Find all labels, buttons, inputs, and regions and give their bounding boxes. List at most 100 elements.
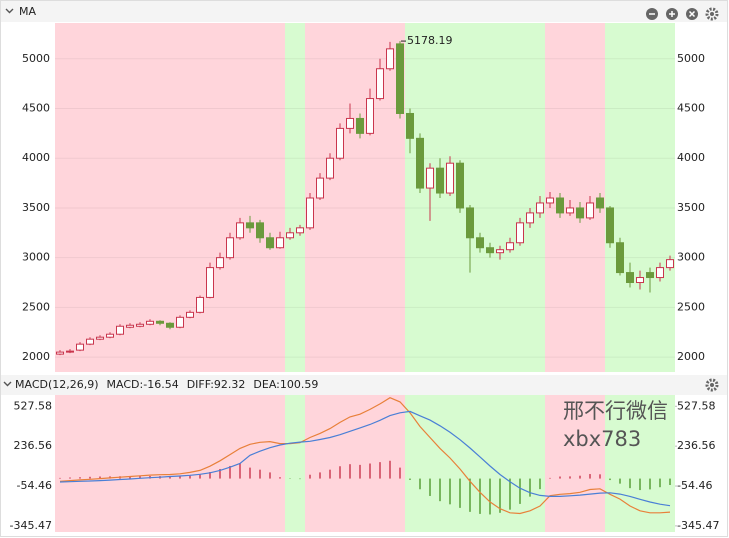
regime-band [575, 395, 585, 532]
regime-band [105, 395, 115, 532]
regime-band [605, 395, 615, 532]
y-tick-label: -345.47 [677, 519, 719, 532]
regime-band [645, 23, 655, 372]
regime-band [55, 23, 65, 372]
regime-band [525, 395, 535, 532]
candle-body [66, 350, 74, 353]
regime-band [555, 395, 565, 532]
candle-body [376, 68, 384, 100]
regime-band [135, 23, 145, 372]
regime-band [215, 23, 225, 372]
regime-band [505, 395, 515, 532]
regime-band [395, 23, 405, 372]
candle-body [346, 117, 354, 129]
regime-band [455, 395, 465, 532]
candle-body [506, 242, 514, 251]
regime-band [645, 395, 655, 532]
candle-body [416, 137, 424, 189]
candle-body [136, 323, 144, 327]
candle-body [306, 197, 314, 229]
regime-band [335, 395, 345, 532]
legend-entry: DEA:100.59 [253, 378, 318, 391]
candle-body [266, 237, 274, 249]
regime-band [365, 23, 375, 372]
regime-band [275, 395, 285, 532]
candle-body [456, 162, 464, 209]
regime-band [95, 395, 105, 532]
candle-body [276, 237, 284, 249]
macd-header [1, 375, 727, 395]
regime-band [495, 23, 505, 372]
regime-band [285, 23, 295, 372]
regime-band [185, 395, 195, 532]
regime-band [175, 23, 185, 372]
regime-band [85, 23, 95, 372]
regime-band [535, 395, 545, 532]
regime-band [595, 395, 605, 532]
panel-title: MACD(12,26,9) [15, 378, 99, 391]
regime-band [265, 395, 275, 532]
candle-body [326, 157, 334, 179]
regime-band [225, 395, 235, 532]
settings-button[interactable] [705, 378, 719, 392]
candle-body [516, 222, 524, 244]
regime-band [515, 395, 525, 532]
regime-band [245, 23, 255, 372]
candle-body [646, 272, 654, 279]
regime-band [65, 23, 75, 372]
candle-body [556, 197, 564, 214]
regime-band [305, 395, 315, 532]
candle-body [56, 351, 64, 355]
regime-band [295, 395, 305, 532]
candle-body [356, 117, 364, 134]
candle-body [286, 232, 294, 239]
regime-band [655, 395, 665, 532]
candle-body [616, 242, 624, 274]
regime-band [175, 395, 185, 532]
candle-body [656, 267, 664, 279]
regime-band [325, 395, 335, 532]
candle-body [216, 257, 224, 269]
candle-body [596, 197, 604, 209]
legend-entry: MACD:-16.54 [107, 378, 179, 391]
regime-band [255, 395, 265, 532]
regime-band [465, 23, 475, 372]
regime-band [155, 23, 165, 372]
annotation: 5178.19 [407, 34, 453, 47]
collapse-icon[interactable] [3, 381, 12, 387]
candle-body [76, 343, 84, 351]
collapse-icon[interactable] [5, 8, 14, 14]
panel-title: MA [19, 5, 36, 18]
regime-band [145, 395, 155, 532]
regime-band [505, 23, 515, 372]
candle-body [246, 222, 254, 229]
minus-button[interactable] [646, 8, 658, 20]
candle-body [166, 322, 174, 328]
y-tick-label: 4000 [677, 151, 705, 164]
regime-band [145, 23, 155, 372]
candle-body [436, 167, 444, 194]
regime-band [105, 23, 115, 372]
regime-band [435, 395, 445, 532]
regime-band [415, 23, 425, 372]
candle-body [426, 167, 434, 189]
regime-band [315, 395, 325, 532]
regime-band [345, 395, 355, 532]
y-tick-label: 4500 [22, 102, 50, 115]
candle-body [116, 325, 124, 335]
legend-entry: DIFF:92.32 [187, 378, 246, 391]
regime-band [635, 395, 645, 532]
settings-button[interactable] [705, 7, 719, 21]
regime-band [295, 23, 305, 372]
regime-band [215, 395, 225, 532]
regime-band [255, 23, 265, 372]
y-tick-label: 3000 [22, 251, 50, 264]
plus-button[interactable] [666, 8, 678, 20]
candle-body [366, 98, 374, 134]
regime-band [425, 395, 435, 532]
regime-band [125, 23, 135, 372]
regime-band [135, 395, 145, 532]
close-button[interactable] [686, 8, 698, 20]
regime-band [625, 23, 635, 372]
